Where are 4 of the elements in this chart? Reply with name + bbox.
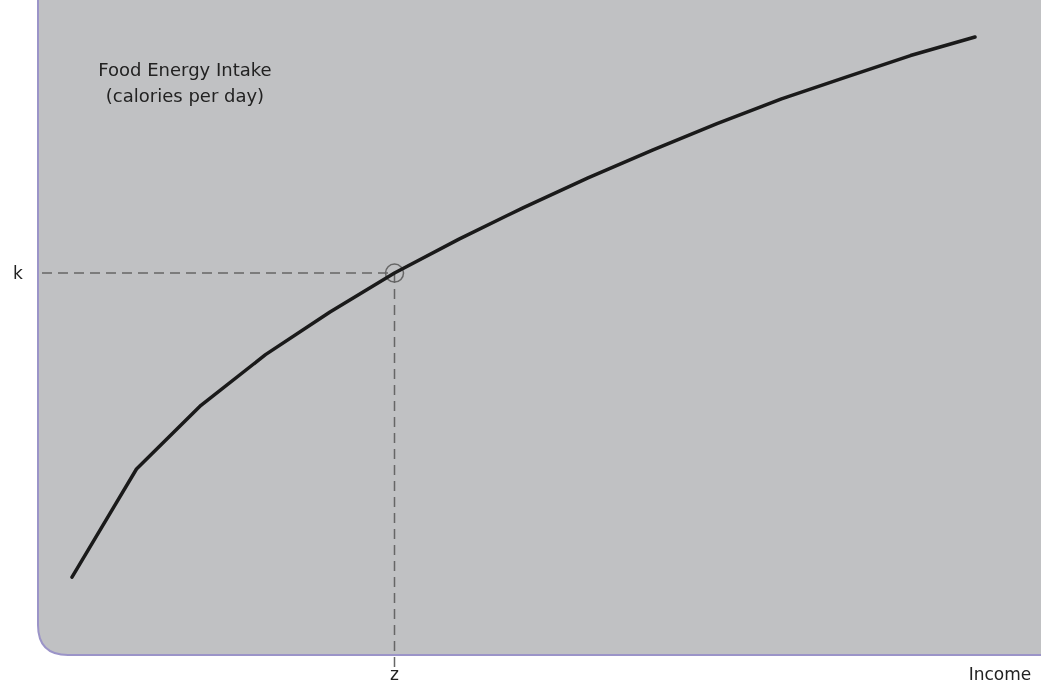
y-axis-title: Food Energy Intake (calories per day) — [98, 59, 272, 106]
x-axis-title: Income — [968, 664, 1032, 684]
text: z — [390, 664, 399, 684]
ref-line-label: k — [13, 263, 24, 284]
